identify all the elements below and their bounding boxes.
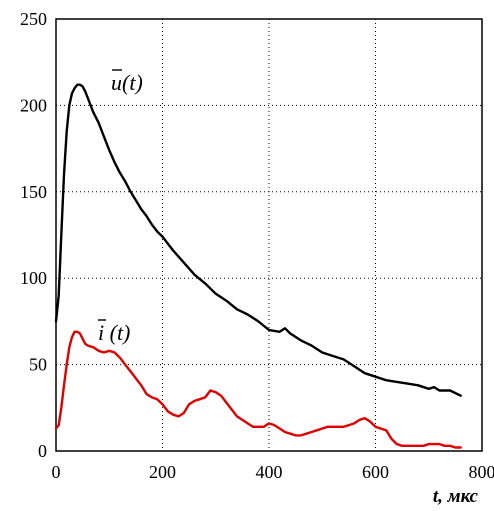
u-label: u(t) <box>111 70 143 95</box>
series-layer <box>54 83 462 449</box>
y-tick-label: 200 <box>20 95 47 115</box>
y-tick-label: 100 <box>20 268 47 288</box>
plot-frame <box>55 18 483 452</box>
x-tick-label: 0 <box>52 462 61 482</box>
series-line-i <box>54 330 462 449</box>
y-tick-label: 250 <box>20 9 47 29</box>
series-label-i: i (t) <box>98 319 130 345</box>
x-axis-title: t, мкс <box>433 486 479 507</box>
x-tick-label: 400 <box>256 462 283 482</box>
x-tick-label: 800 <box>469 462 494 482</box>
y-tick-label: 150 <box>20 182 47 202</box>
series-label-u: u(t) <box>111 69 143 95</box>
tick-labels: 0 200 400 600 800 0 50 100 150 200 250 <box>20 9 494 482</box>
grid <box>56 19 482 451</box>
x-tick-label: 600 <box>362 462 389 482</box>
y-tick-label: 50 <box>29 355 47 375</box>
y-tick-label: 0 <box>38 441 47 461</box>
i-label: i (t) <box>98 320 130 345</box>
x-tick-label: 200 <box>149 462 176 482</box>
series-line-u <box>54 83 462 397</box>
